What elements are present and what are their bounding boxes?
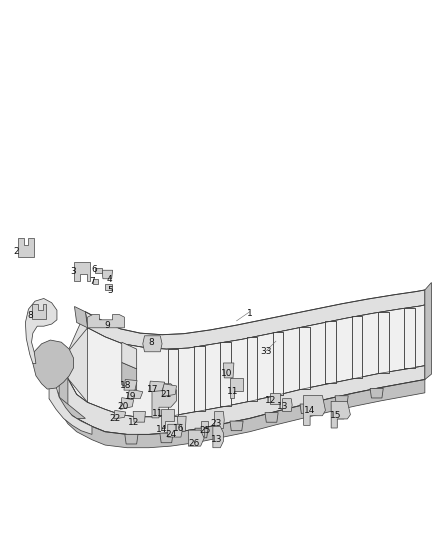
Polygon shape: [68, 328, 88, 402]
Text: 26: 26: [189, 439, 200, 448]
Text: 3: 3: [71, 268, 77, 276]
Text: 13: 13: [211, 435, 222, 444]
Polygon shape: [304, 395, 325, 425]
Polygon shape: [194, 346, 205, 411]
Text: 23: 23: [211, 419, 222, 427]
Polygon shape: [177, 416, 186, 431]
Text: 17: 17: [147, 385, 158, 393]
Polygon shape: [265, 413, 278, 422]
Polygon shape: [25, 298, 57, 364]
Polygon shape: [102, 270, 113, 279]
Polygon shape: [299, 327, 310, 389]
Text: 19: 19: [125, 392, 136, 401]
Polygon shape: [122, 362, 137, 390]
Text: 16: 16: [173, 424, 184, 433]
Polygon shape: [201, 421, 208, 436]
Text: 14: 14: [304, 406, 315, 415]
Polygon shape: [127, 389, 143, 399]
Text: 12: 12: [128, 418, 140, 426]
Polygon shape: [122, 342, 137, 369]
Polygon shape: [32, 304, 46, 319]
Polygon shape: [124, 379, 137, 390]
Polygon shape: [247, 337, 257, 401]
Text: 13: 13: [277, 402, 288, 410]
Polygon shape: [49, 386, 92, 434]
Polygon shape: [59, 365, 68, 410]
Text: 14: 14: [155, 425, 167, 433]
Polygon shape: [325, 321, 336, 383]
Text: 12: 12: [265, 397, 276, 405]
Polygon shape: [55, 312, 88, 397]
Polygon shape: [93, 279, 98, 284]
Polygon shape: [85, 290, 425, 349]
Polygon shape: [49, 397, 85, 418]
Polygon shape: [283, 399, 292, 411]
Polygon shape: [404, 308, 415, 368]
Polygon shape: [68, 305, 425, 417]
Polygon shape: [133, 411, 145, 422]
Polygon shape: [195, 428, 208, 438]
Polygon shape: [270, 393, 280, 404]
Text: 4: 4: [107, 275, 112, 284]
Text: 2: 2: [14, 247, 19, 256]
Polygon shape: [149, 381, 165, 392]
Polygon shape: [88, 314, 124, 328]
Polygon shape: [370, 389, 383, 398]
Text: 8: 8: [27, 311, 33, 320]
Text: 8: 8: [148, 338, 154, 346]
Text: 25: 25: [199, 426, 211, 435]
Polygon shape: [18, 238, 34, 257]
Polygon shape: [105, 284, 112, 290]
Polygon shape: [230, 378, 243, 398]
Text: 21: 21: [161, 390, 172, 399]
Polygon shape: [223, 363, 234, 378]
Polygon shape: [74, 262, 90, 281]
Text: 22: 22: [109, 414, 120, 423]
Polygon shape: [114, 410, 126, 419]
Polygon shape: [143, 336, 162, 352]
Text: 7: 7: [89, 278, 95, 286]
Polygon shape: [59, 379, 425, 448]
Polygon shape: [161, 409, 174, 428]
Polygon shape: [352, 316, 362, 378]
Polygon shape: [160, 433, 173, 443]
Polygon shape: [331, 401, 350, 428]
Polygon shape: [378, 312, 389, 373]
Polygon shape: [215, 411, 224, 429]
Polygon shape: [304, 398, 322, 421]
Polygon shape: [168, 349, 178, 416]
Text: 11: 11: [152, 409, 163, 417]
Polygon shape: [213, 426, 223, 448]
Polygon shape: [33, 340, 74, 389]
Polygon shape: [332, 405, 347, 426]
Text: 5: 5: [107, 286, 113, 295]
Text: 20: 20: [118, 402, 129, 410]
Text: 15: 15: [330, 411, 341, 420]
Polygon shape: [230, 421, 243, 431]
Text: 6: 6: [92, 265, 98, 274]
Polygon shape: [152, 384, 177, 418]
Polygon shape: [273, 332, 283, 395]
Text: 1: 1: [247, 309, 253, 318]
Polygon shape: [74, 306, 88, 328]
Text: 11: 11: [227, 387, 239, 396]
Polygon shape: [220, 342, 231, 406]
Polygon shape: [168, 424, 182, 437]
Polygon shape: [95, 268, 102, 273]
Text: 10: 10: [221, 369, 233, 377]
Text: 18: 18: [120, 382, 132, 390]
Polygon shape: [335, 395, 348, 405]
Polygon shape: [120, 398, 134, 409]
Polygon shape: [188, 430, 204, 446]
Polygon shape: [125, 434, 138, 444]
Text: 24: 24: [165, 430, 177, 439]
Polygon shape: [300, 404, 313, 414]
Text: 33: 33: [261, 348, 272, 356]
Polygon shape: [59, 366, 425, 434]
Polygon shape: [162, 384, 177, 397]
Polygon shape: [425, 282, 431, 379]
Text: 9: 9: [104, 321, 110, 329]
